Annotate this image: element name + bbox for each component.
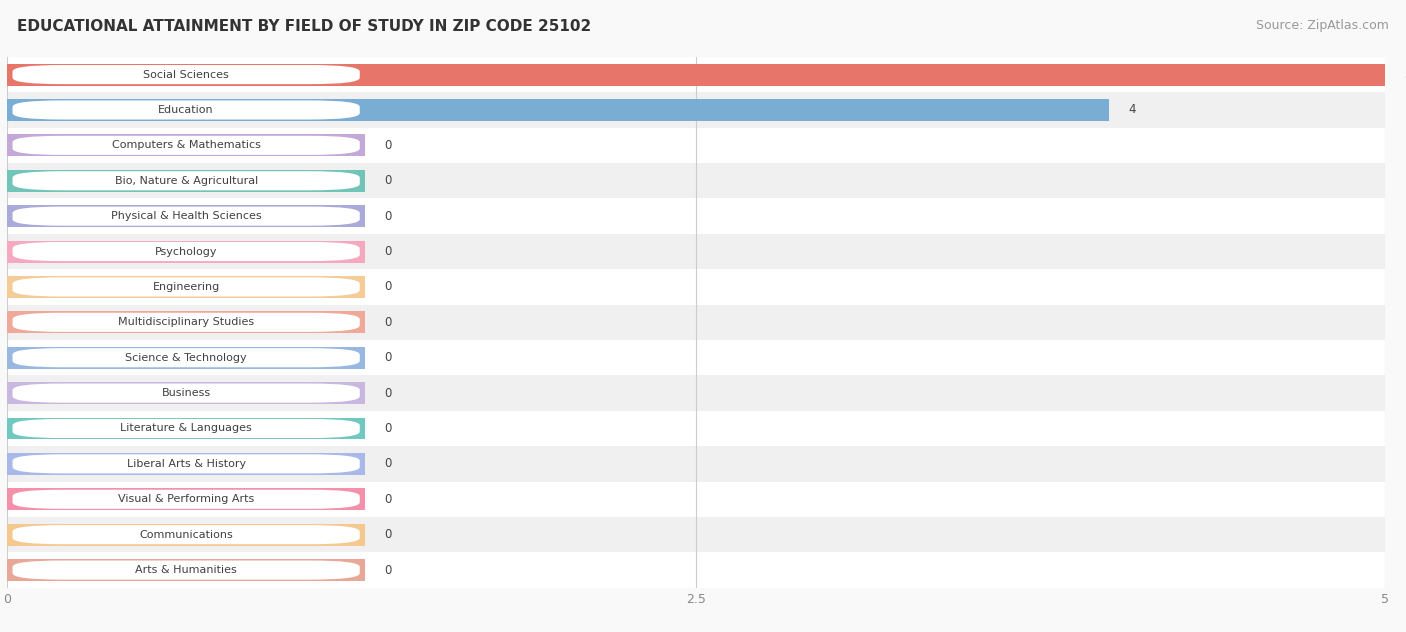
Text: Multidisciplinary Studies: Multidisciplinary Studies (118, 317, 254, 327)
Bar (7, 92, 1385, 128)
Text: Engineering: Engineering (152, 282, 219, 292)
Bar (7, 418, 366, 439)
Bar (7, 411, 1385, 446)
Bar (7, 205, 366, 227)
FancyBboxPatch shape (13, 419, 360, 438)
Text: 0: 0 (385, 528, 392, 541)
Text: 0: 0 (385, 387, 392, 399)
Text: 0: 0 (385, 422, 392, 435)
FancyBboxPatch shape (13, 313, 360, 332)
Text: 4: 4 (1129, 104, 1136, 116)
Bar (7, 99, 1109, 121)
Text: Computers & Mathematics: Computers & Mathematics (111, 140, 260, 150)
Text: Arts & Humanities: Arts & Humanities (135, 565, 238, 575)
Bar (7, 453, 366, 475)
Text: Business: Business (162, 388, 211, 398)
Bar (7, 524, 366, 545)
Bar (7, 482, 1385, 517)
Text: Bio, Nature & Agricultural: Bio, Nature & Agricultural (114, 176, 257, 186)
Bar (7, 305, 1385, 340)
Text: Literature & Languages: Literature & Languages (121, 423, 252, 434)
Bar (7, 517, 1385, 552)
Bar (7, 163, 1385, 198)
Bar (7, 198, 1385, 234)
FancyBboxPatch shape (13, 171, 360, 190)
Text: 0: 0 (385, 139, 392, 152)
Bar (7, 234, 1385, 269)
Bar (7, 489, 366, 510)
Bar (7, 347, 366, 368)
Bar (7, 375, 1385, 411)
Text: 0: 0 (385, 458, 392, 470)
Bar (7, 552, 1385, 588)
Text: Social Sciences: Social Sciences (143, 70, 229, 80)
Text: 0: 0 (385, 281, 392, 293)
Text: 0: 0 (385, 493, 392, 506)
Bar (7, 241, 366, 262)
Text: EDUCATIONAL ATTAINMENT BY FIELD OF STUDY IN ZIP CODE 25102: EDUCATIONAL ATTAINMENT BY FIELD OF STUDY… (17, 19, 591, 34)
FancyBboxPatch shape (13, 242, 360, 261)
FancyBboxPatch shape (13, 348, 360, 367)
Text: Source: ZipAtlas.com: Source: ZipAtlas.com (1256, 19, 1389, 32)
Text: 5: 5 (1405, 68, 1406, 81)
Text: 0: 0 (385, 316, 392, 329)
FancyBboxPatch shape (13, 136, 360, 155)
FancyBboxPatch shape (13, 490, 360, 509)
FancyBboxPatch shape (13, 561, 360, 580)
FancyBboxPatch shape (13, 277, 360, 296)
FancyBboxPatch shape (13, 454, 360, 473)
Text: 0: 0 (385, 174, 392, 187)
FancyBboxPatch shape (13, 100, 360, 119)
Text: 0: 0 (385, 210, 392, 222)
Text: 0: 0 (385, 564, 392, 576)
Bar (7, 64, 1385, 85)
Text: 0: 0 (385, 351, 392, 364)
FancyBboxPatch shape (13, 207, 360, 226)
Text: Science & Technology: Science & Technology (125, 353, 247, 363)
Bar (7, 382, 366, 404)
Bar (7, 170, 366, 191)
Text: Visual & Performing Arts: Visual & Performing Arts (118, 494, 254, 504)
Bar (7, 446, 1385, 482)
Text: Education: Education (159, 105, 214, 115)
Bar (7, 340, 1385, 375)
FancyBboxPatch shape (13, 65, 360, 84)
Text: Liberal Arts & History: Liberal Arts & History (127, 459, 246, 469)
Bar (7, 269, 1385, 305)
FancyBboxPatch shape (13, 525, 360, 544)
Text: Psychology: Psychology (155, 246, 218, 257)
Bar (7, 57, 1385, 92)
Bar (7, 559, 366, 581)
Bar (7, 128, 1385, 163)
Text: Communications: Communications (139, 530, 233, 540)
Text: Physical & Health Sciences: Physical & Health Sciences (111, 211, 262, 221)
Bar (7, 312, 366, 333)
FancyBboxPatch shape (13, 384, 360, 403)
Bar (7, 135, 366, 156)
Text: 0: 0 (385, 245, 392, 258)
Bar (7, 276, 366, 298)
